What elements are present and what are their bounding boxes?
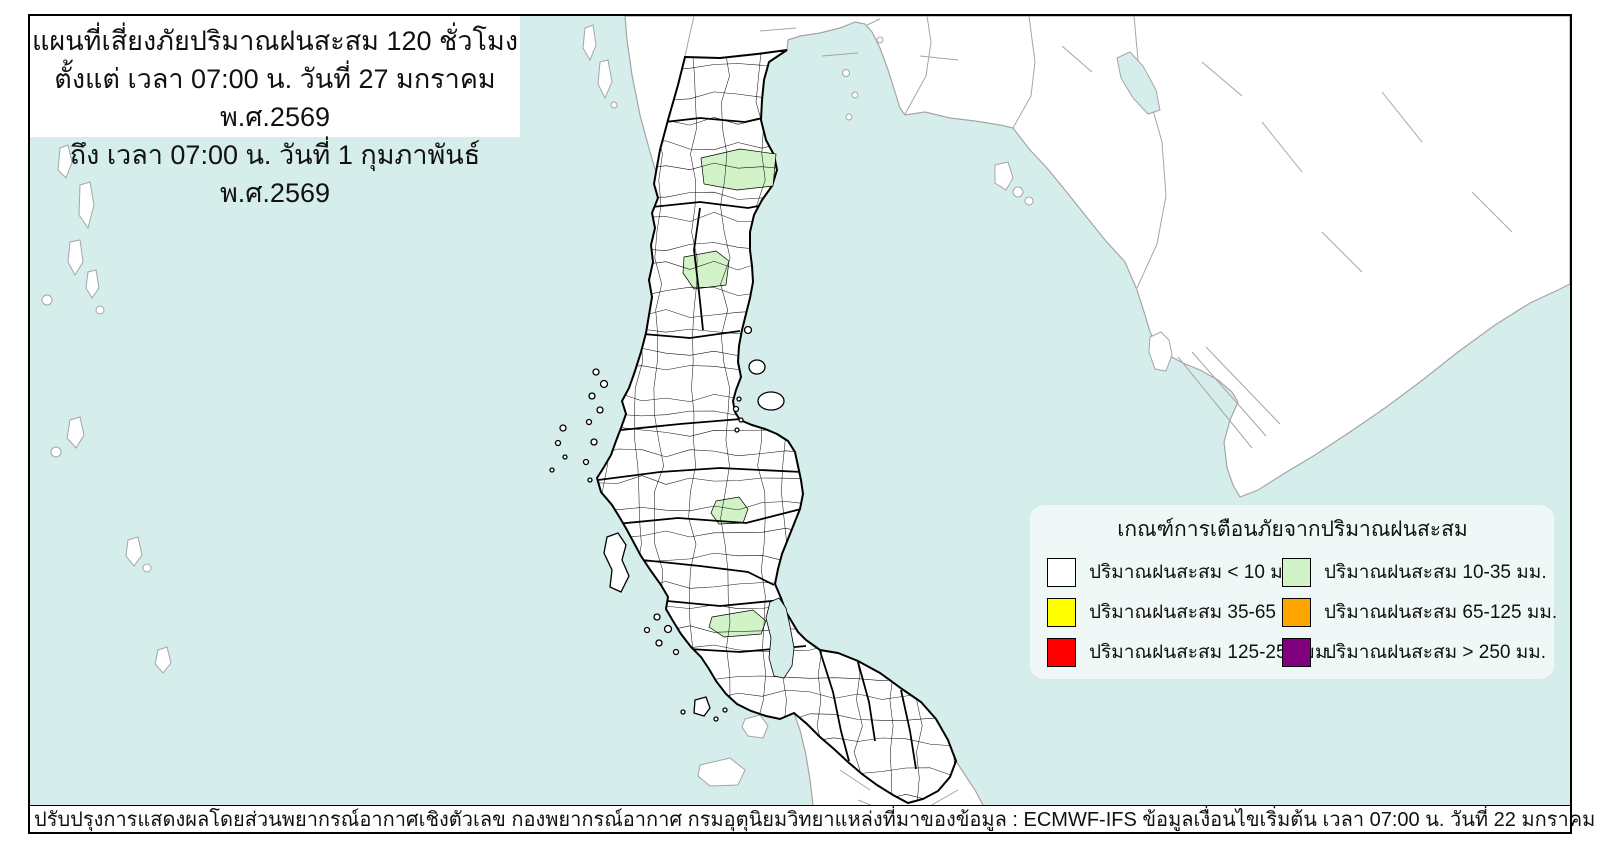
phangan-island	[748, 359, 766, 375]
tarutao-island	[693, 696, 711, 717]
legend-grid: ปริมาณฝนสะสม < 10 มม. ปริมาณฝนสะสม 10-35…	[1047, 552, 1557, 672]
legend-color-swatch	[1047, 597, 1076, 627]
legend-box: เกณฑ์การเตือนภัยจากปริมาณฝนสะสม ปริมาณฝน…	[1030, 505, 1557, 679]
legend-item-label: ปริมาณฝนสะสม 65-125 มม.	[1324, 602, 1558, 623]
map-title-line3: ถึง เวลา 07:00 น. วันที่ 1 กุมภาพันธ์ พ.…	[69, 140, 481, 208]
phu-quoc-island	[1148, 331, 1173, 372]
legend-color-swatch	[1282, 597, 1311, 627]
mekong-river-lines	[1177, 346, 1281, 449]
legend-item: ปริมาณฝนสะสม 125-250 มม.	[1047, 637, 1333, 667]
legend-item: ปริมาณฝนสะสม < 10 มม.	[1047, 557, 1301, 587]
highlighted-district	[682, 250, 730, 290]
neighbor-landmass-north	[624, 16, 1570, 498]
map-title-line2: ตั้งแต่ เวลา 07:00 น. วันที่ 27 มกราคม พ…	[54, 64, 496, 132]
legend-color-swatch	[1047, 637, 1076, 667]
legend-item-label: ปริมาณฝนสะสม 35-65 มม.	[1089, 602, 1312, 623]
highlighted-district	[700, 148, 777, 191]
legend-item-label: ปริมาณฝนสะสม 10-35 มม.	[1324, 562, 1547, 583]
songkhla-lake	[765, 597, 795, 679]
legend-item: ปริมาณฝนสะสม 65-125 มม.	[1282, 597, 1557, 627]
footer-bar: ปรับปรุงการแสดงผลโดยส่วนพยากรณ์อากาศเชิง…	[30, 805, 1600, 832]
samui-island	[757, 391, 785, 411]
legend-title: เกณฑ์การเตือนภัยจากปริมาณฝนสะสม	[1117, 518, 1468, 541]
foreign-islands	[41, 24, 1173, 787]
tonle-sap-lake	[1116, 51, 1161, 115]
map-title-box: แผนที่เสี่ยงภัยปริมาณฝนสะสม 120 ชั่วโมง …	[30, 16, 520, 208]
legend-item: ปริมาณฝนสะสม 35-65 มม.	[1047, 597, 1312, 627]
legend-item-label: ปริมาณฝนสะสม < 10 มม.	[1089, 562, 1301, 583]
highlighted-district	[708, 609, 767, 638]
phuket-island	[603, 532, 630, 593]
map-title-line1: แผนที่เสี่ยงภัยปริมาณฝนสะสม 120 ชั่วโมง	[31, 26, 518, 56]
legend-color-swatch	[1047, 557, 1076, 587]
legend-item: ปริมาณฝนสะสม 10-35 มม.	[1282, 557, 1557, 587]
legend-item-label: ปริมาณฝนสะสม > 250 มม.	[1324, 642, 1547, 663]
legend-item: ปริมาณฝนสะสม > 250 มม.	[1282, 637, 1557, 667]
map-canvas	[30, 16, 1570, 832]
footer-data-source: แหล่งที่มาของข้อมูล : ECMWF-IFS ข้อมูลเง…	[834, 809, 1600, 831]
footer-credit: ปรับปรุงการแสดงผลโดยส่วนพยากรณ์อากาศเชิง…	[34, 809, 835, 831]
legend-color-swatch	[1282, 637, 1311, 667]
thai-islands	[549, 325, 785, 722]
legend-color-swatch	[1282, 557, 1311, 587]
legend-item-label: ปริมาณฝนสะสม 125-250 มม.	[1089, 642, 1333, 663]
